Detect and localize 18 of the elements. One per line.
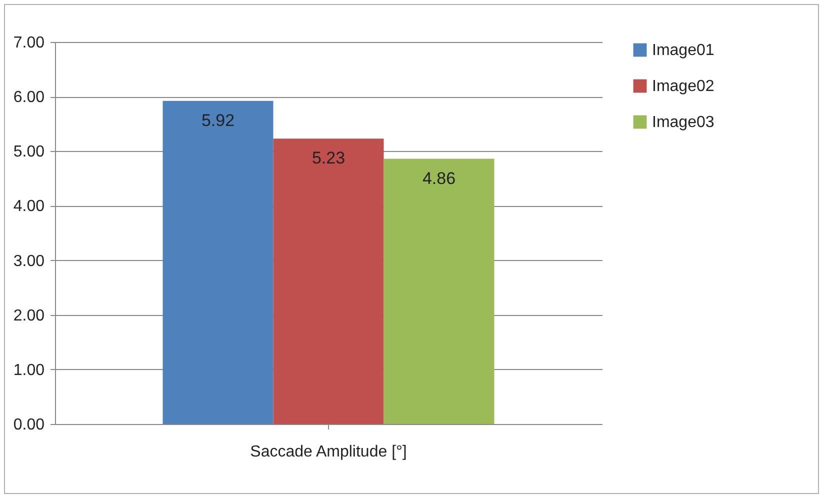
y-tick-label: 6.00 bbox=[13, 89, 45, 106]
x-tick-label: Saccade Amplitude [°] bbox=[250, 444, 407, 460]
bar bbox=[384, 158, 494, 424]
data-label: 5.92 bbox=[201, 110, 235, 130]
legend-label: Image03 bbox=[652, 114, 714, 131]
data-label: 5.23 bbox=[312, 148, 346, 168]
legend-label: Image02 bbox=[652, 78, 714, 95]
y-tick-label: 0.00 bbox=[13, 416, 45, 434]
y-tick-label: 5.00 bbox=[13, 144, 45, 161]
y-tick-label: 4.00 bbox=[13, 198, 45, 216]
y-tick-label: 1.00 bbox=[13, 362, 45, 379]
data-label: 4.86 bbox=[422, 168, 456, 188]
bar bbox=[162, 100, 274, 424]
bar bbox=[273, 138, 384, 424]
y-tick-label: 7.00 bbox=[13, 34, 45, 52]
y-tick-label: 2.00 bbox=[13, 307, 45, 324]
y-tick-label: 3.00 bbox=[13, 252, 45, 270]
legend-label: Image01 bbox=[652, 42, 714, 59]
